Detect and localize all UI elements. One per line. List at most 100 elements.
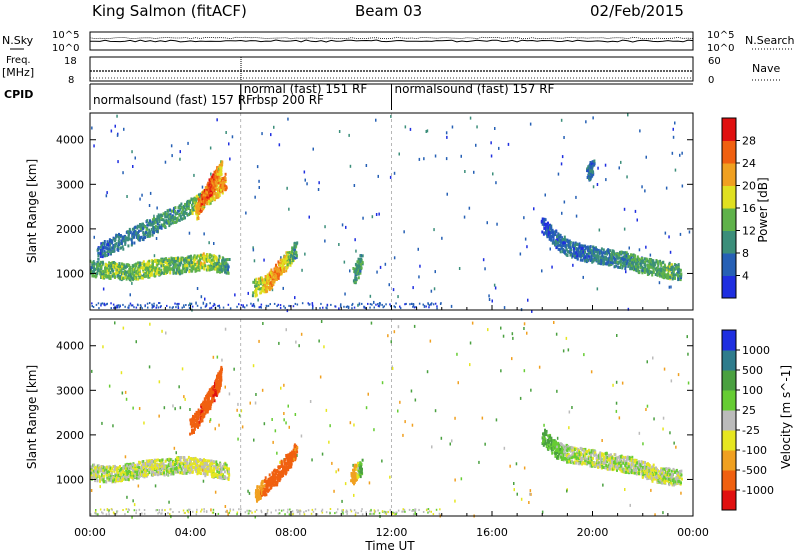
echo-mark-series-0 xyxy=(89,270,92,274)
echo-mark-series-3 xyxy=(259,291,262,295)
echo-mark-series-0 xyxy=(157,272,160,276)
ground-scatter-mark xyxy=(246,304,248,307)
ground-scatter-mark xyxy=(108,509,110,512)
echo-mark-series-4 xyxy=(358,271,360,275)
echo-mark-series-0 xyxy=(105,480,108,484)
echo-mark-series-0 xyxy=(203,267,206,271)
echo-mark-series-5 xyxy=(572,241,575,245)
echo-mark-series-5 xyxy=(541,217,544,221)
speckle-mark xyxy=(271,418,273,421)
echo-mark-series-5 xyxy=(621,261,624,265)
speckle-mark xyxy=(148,204,151,207)
echo-mark-series-5 xyxy=(556,244,559,248)
echo-mark-series-5 xyxy=(646,270,649,274)
ground-scatter-mark xyxy=(345,510,347,513)
speckle-mark xyxy=(328,440,330,444)
speckle-mark xyxy=(615,380,618,384)
echo-mark-series-3 xyxy=(286,251,289,255)
speckle-mark xyxy=(195,301,197,305)
speckle-mark xyxy=(590,370,593,374)
echo-mark-series-5 xyxy=(579,254,582,258)
echo-mark-series-6 xyxy=(590,165,593,168)
ground-scatter-mark xyxy=(236,513,238,516)
echo-mark-series-5 xyxy=(667,266,670,270)
ground-scatter-mark xyxy=(325,306,327,309)
echo-mark-series-1 xyxy=(103,246,106,249)
ground-scatter-mark xyxy=(375,303,377,306)
echo-mark-series-1 xyxy=(222,187,224,191)
speckle-mark xyxy=(601,439,603,442)
speckle-mark xyxy=(338,243,340,246)
echo-mark-series-0 xyxy=(103,474,106,478)
speckle-mark xyxy=(158,414,160,418)
echo-mark-series-5 xyxy=(595,258,598,262)
echo-mark-series-0 xyxy=(89,465,92,469)
echo-mark-series-5 xyxy=(559,243,562,247)
echo-mark-series-5 xyxy=(629,267,632,271)
echo-mark-series-1 xyxy=(145,231,148,235)
speckle-mark xyxy=(153,214,155,218)
echo-mark-series-0 xyxy=(156,259,159,263)
echo-mark-series-1 xyxy=(131,227,134,231)
ground-scatter-mark xyxy=(438,512,441,515)
speckle-mark xyxy=(500,369,502,373)
echo-mark-series-5 xyxy=(584,256,587,260)
echo-mark-series-0 xyxy=(106,264,109,268)
ground-scatter-mark xyxy=(101,302,104,305)
echo-mark-series-5 xyxy=(600,256,603,260)
echo-mark-series-3 xyxy=(293,242,296,245)
echo-mark-series-0 xyxy=(93,475,96,479)
echo-mark-series-5 xyxy=(652,268,655,272)
echo-mark-series-5 xyxy=(565,238,567,242)
echo-mark-series-5 xyxy=(616,256,619,260)
echo-mark-series-0 xyxy=(136,463,139,467)
speckle-mark xyxy=(353,184,356,187)
ground-scatter-mark xyxy=(369,306,371,309)
ground-scatter-mark xyxy=(373,306,375,309)
echo-mark-series-1 xyxy=(182,208,184,212)
echo-mark-series-3 xyxy=(270,286,273,290)
ground-scatter-mark xyxy=(418,302,421,305)
echo-mark-series-5 xyxy=(659,274,661,278)
noise-sky-line xyxy=(89,39,694,43)
echo-mark-series-0 xyxy=(202,252,205,256)
speckle-mark xyxy=(274,429,277,433)
echo-mark-series-2 xyxy=(221,160,224,164)
ground-scatter-mark xyxy=(201,508,203,511)
echo-mark-series-4 xyxy=(359,254,362,258)
echo-mark-series-1 xyxy=(179,207,182,211)
speckle-mark xyxy=(208,241,210,245)
echo-mark-series-0 xyxy=(174,463,176,467)
echo-mark-series-5 xyxy=(603,260,606,263)
speckle-mark xyxy=(686,335,688,339)
echo-mark-series-0 xyxy=(168,457,171,461)
speckle-mark xyxy=(354,238,356,242)
echo-mark-series-3 xyxy=(289,263,292,267)
speckle-mark xyxy=(149,191,152,195)
ground-scatter-mark xyxy=(211,511,214,514)
echo-mark-series-3 xyxy=(282,258,285,262)
echo-mark-series-5 xyxy=(651,273,654,277)
echo-mark-series-5 xyxy=(625,251,628,255)
echo-mark-series-0 xyxy=(197,266,200,269)
echo-mark-series-0 xyxy=(199,258,202,261)
speckle-mark xyxy=(202,479,205,483)
speckle-mark xyxy=(296,454,298,457)
echo-mark-series-0 xyxy=(156,468,159,472)
speckle-mark xyxy=(663,367,666,371)
echo-mark-series-0 xyxy=(122,272,125,276)
speckle-mark xyxy=(393,171,396,175)
echo-mark-series-3 xyxy=(261,281,264,284)
echo-mark-series-0 xyxy=(109,271,112,274)
ground-scatter-mark xyxy=(357,512,359,514)
speckle-mark xyxy=(173,446,176,450)
echo-mark-series-5 xyxy=(659,259,662,263)
ground-scatter-mark xyxy=(128,508,130,511)
echo-mark-series-2 xyxy=(215,177,218,181)
echo-mark-series-5 xyxy=(555,246,558,250)
echo-mark-series-1 xyxy=(157,213,160,217)
echo-mark-series-0 xyxy=(163,257,166,261)
ground-scatter-mark xyxy=(228,511,231,514)
echo-mark-series-1 xyxy=(97,251,100,255)
echo-mark-series-0 xyxy=(121,476,123,480)
